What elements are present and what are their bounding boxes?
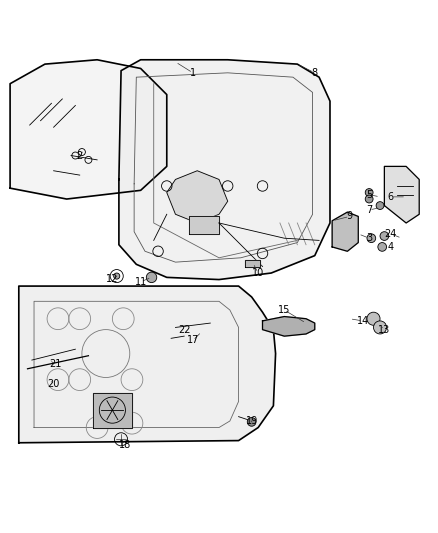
Circle shape [367,234,376,243]
Circle shape [374,321,387,334]
Text: 15: 15 [278,305,290,315]
Polygon shape [245,260,260,266]
Circle shape [380,232,389,240]
Circle shape [365,195,373,203]
Polygon shape [119,60,330,279]
Polygon shape [167,171,228,223]
Text: 19: 19 [246,416,258,426]
Polygon shape [19,286,276,443]
Circle shape [146,272,157,282]
Text: 24: 24 [385,229,397,239]
Polygon shape [332,212,358,251]
Text: 22: 22 [178,325,191,335]
Polygon shape [385,166,419,223]
Text: 9: 9 [346,212,353,221]
Text: 12: 12 [106,273,119,284]
Polygon shape [188,216,219,234]
Text: 14: 14 [357,316,369,326]
Circle shape [114,273,120,279]
Text: 11: 11 [134,277,147,287]
Text: 20: 20 [47,379,60,389]
Text: 1: 1 [190,68,196,78]
Circle shape [247,417,256,426]
Polygon shape [93,393,132,427]
Text: 18: 18 [119,440,131,450]
Polygon shape [262,317,315,336]
Text: 2: 2 [77,150,83,160]
Text: 3: 3 [366,233,372,243]
Text: 4: 4 [388,242,394,252]
Text: 8: 8 [312,68,318,78]
Circle shape [376,201,384,209]
Text: 5: 5 [366,190,372,200]
Text: 7: 7 [366,205,372,215]
Text: 10: 10 [252,268,264,278]
Circle shape [378,243,387,251]
Text: 21: 21 [49,359,62,369]
Circle shape [367,312,380,325]
Polygon shape [10,60,167,199]
Text: 6: 6 [388,192,394,202]
Circle shape [365,189,373,197]
Text: 17: 17 [187,335,199,345]
Text: 13: 13 [378,325,391,335]
